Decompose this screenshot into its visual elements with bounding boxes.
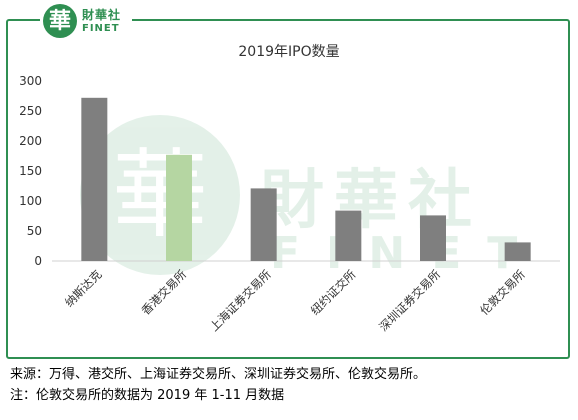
- logo-mark: 華: [43, 4, 77, 38]
- notes: 来源：万得、港交所、上海证券交易所、深圳证券交易所、伦敦交易所。 注：伦敦交易所…: [10, 364, 570, 406]
- bar: [335, 210, 362, 261]
- y-tick-label: 150: [19, 164, 42, 178]
- x-tick-label: 上海证券交易所: [207, 267, 274, 334]
- watermark-name-en: FINET: [270, 228, 543, 279]
- watermark-seal: [80, 115, 240, 275]
- y-tick-label: 200: [19, 134, 42, 148]
- logo-name-cn: 財華社: [82, 8, 122, 22]
- y-tick-label: 100: [19, 194, 42, 208]
- bar-chart: 華 財華社 FINET 2019年IPO数量 0 50 100 150 200 250 30…: [19, 44, 560, 334]
- finet-logo: 華 財華社 FINET: [40, 2, 132, 40]
- footnote: 注：伦敦交易所的数据为 2019 年 1-11 月数据: [10, 388, 285, 403]
- bar: [504, 242, 531, 261]
- bar: [81, 97, 108, 261]
- y-tick-label: 300: [19, 74, 42, 88]
- y-tick-label: 50: [27, 224, 42, 238]
- y-tick-label: 0: [34, 254, 42, 268]
- chart-title: 2019年IPO数量: [238, 44, 339, 60]
- y-tick-label: 250: [19, 104, 42, 118]
- x-tick-label: 纳斯达克: [62, 267, 105, 310]
- bar: [420, 215, 446, 261]
- watermark-mark: 華: [112, 139, 208, 251]
- source-note: 来源：万得、港交所、上海证券交易所、深圳证券交易所、伦敦交易所。: [10, 367, 427, 382]
- bar: [250, 188, 277, 261]
- bars: [81, 97, 531, 261]
- watermark-name-cn: 財華社: [260, 164, 482, 238]
- y-axis: 0 50 100 150 200 250 300: [19, 74, 42, 268]
- watermark: 華 財華社 FINET: [80, 115, 543, 279]
- logo-name-en: FINET: [82, 23, 120, 34]
- bar: [166, 154, 192, 261]
